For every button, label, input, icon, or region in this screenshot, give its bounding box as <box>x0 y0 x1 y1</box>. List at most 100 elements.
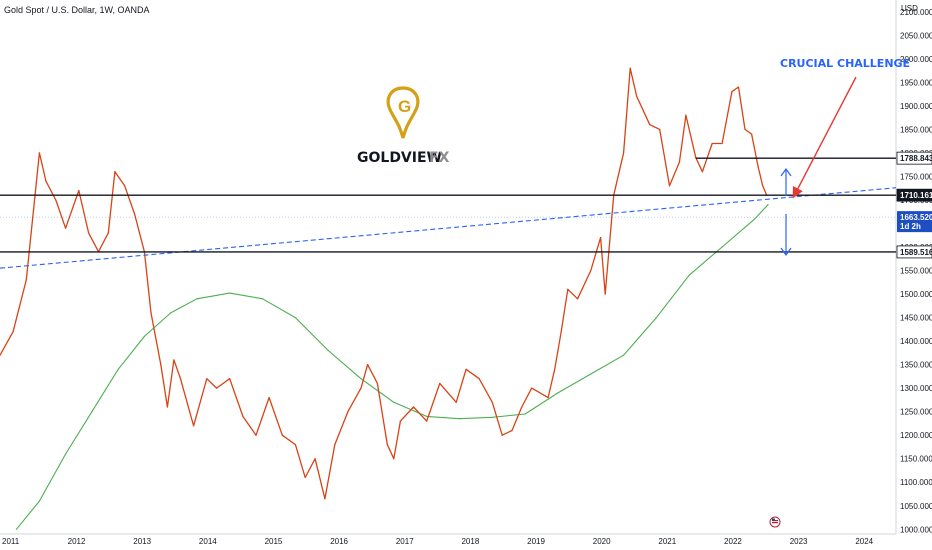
current-price-tag <box>897 211 932 233</box>
moving-average-point <box>393 401 395 403</box>
x-tick-label: 2011 <box>2 537 20 546</box>
price-point <box>685 114 687 116</box>
y-tick-label: 1450.000 <box>900 314 932 323</box>
moving-average-point <box>622 354 625 356</box>
moving-average-point <box>458 418 461 420</box>
price-point <box>314 458 316 460</box>
moving-average-series <box>15 204 769 530</box>
price-point <box>560 331 562 333</box>
level-price-tag-label: 1710.161 <box>900 191 932 200</box>
y-tick-label: 1850.000 <box>900 125 932 134</box>
price-point <box>347 411 349 413</box>
price-point <box>133 213 136 215</box>
price-point <box>324 498 326 500</box>
x-tick-label: 2020 <box>593 537 611 546</box>
price-point <box>150 312 152 314</box>
price-point <box>281 434 283 436</box>
y-tick-label: 1400.000 <box>900 337 932 346</box>
price-point <box>114 171 116 173</box>
price-point <box>255 434 257 436</box>
logo-word: GOLDVIEW <box>357 150 442 166</box>
price-point <box>124 185 126 187</box>
pin-icon <box>386 86 420 139</box>
price-point <box>622 152 625 154</box>
x-tick-label: 2017 <box>396 537 414 546</box>
moving-average-point <box>655 316 658 319</box>
moving-average-point <box>65 453 67 455</box>
price-point <box>701 171 703 173</box>
price-point <box>65 227 67 229</box>
level-price-tag <box>896 188 932 202</box>
price-point <box>501 434 503 436</box>
y-tick-label: 1550.000 <box>900 267 932 276</box>
current-price-countdown: 1d 2h <box>900 222 921 231</box>
time-axis[interactable]: 2011 2012 2013 2014 2015 2016 2017 2018 2019 2020… <box>2 537 874 546</box>
price-point <box>166 406 168 408</box>
price-point <box>160 364 162 366</box>
price-point <box>604 293 606 295</box>
price-point <box>668 185 671 187</box>
x-tick-label: 2016 <box>330 537 348 546</box>
price-point <box>304 476 306 479</box>
moving-average-point <box>557 392 559 394</box>
crucial-challenge-arrow[interactable] <box>792 76 857 199</box>
crucial-challenge-label[interactable]: CRUCIAL CHALLENGE <box>780 57 910 70</box>
level-price-tag-label: 1788.843 <box>900 154 932 163</box>
price-point <box>38 152 40 154</box>
y-tick-label: 1300.000 <box>900 384 932 393</box>
y-tick-label: 1000.000 <box>900 525 932 534</box>
price-point <box>744 128 746 130</box>
price-point <box>511 429 513 432</box>
y-tick-label: 1200.000 <box>900 431 932 440</box>
economic-event-icon[interactable] <box>769 516 781 528</box>
y-tick-label: 1750.000 <box>900 172 932 181</box>
price-point <box>12 331 14 333</box>
chart-title: Gold Spot / U.S. Dollar, 1W, OANDA <box>4 5 150 15</box>
price-point <box>678 161 680 163</box>
price-point <box>78 189 80 192</box>
price-series <box>0 67 768 500</box>
price-point <box>88 232 90 234</box>
logo-suffix: FX <box>429 150 450 166</box>
moving-average-line <box>15 204 769 530</box>
price-point <box>386 444 388 446</box>
x-tick-label: 2012 <box>68 537 86 546</box>
goldview-logo: G <box>386 86 420 139</box>
logo-letter: G <box>398 97 411 116</box>
level-price-tag-label: 1589.516 <box>900 248 932 257</box>
y-tick-label: 1900.000 <box>900 102 932 111</box>
price-point <box>636 95 638 98</box>
moving-average-point <box>524 413 526 415</box>
y-tick-label: 1050.000 <box>900 502 932 511</box>
moving-average-point <box>754 218 756 220</box>
price-point <box>55 199 57 201</box>
price-point <box>659 128 661 130</box>
range-arrow[interactable] <box>780 167 792 257</box>
price-point <box>649 124 651 126</box>
x-tick-label: 2015 <box>265 537 283 546</box>
price-point <box>229 378 231 380</box>
price-point <box>268 396 270 399</box>
moving-average-point <box>767 204 769 206</box>
moving-average-point <box>721 246 723 248</box>
trendline-group[interactable] <box>0 187 897 269</box>
moving-average-point <box>590 373 592 375</box>
price-point <box>721 142 723 145</box>
price-point <box>412 406 415 408</box>
price-point <box>206 378 208 380</box>
moving-average-point <box>261 298 264 300</box>
dashed-trendline <box>0 187 897 269</box>
x-tick-label: 2024 <box>855 537 873 546</box>
current-price-tag-label: 1663.520 <box>900 213 932 222</box>
x-tick-label: 2014 <box>199 537 217 546</box>
price-point <box>590 269 592 272</box>
moving-average-point <box>426 415 428 417</box>
price-point <box>393 458 395 460</box>
price-axis[interactable]: 2100.000 2050.000 2000.000 1950.000 1900.000… <box>900 8 932 535</box>
price-point <box>554 368 556 370</box>
price-point <box>629 67 631 69</box>
price-point <box>491 401 493 403</box>
horizontal-levels[interactable] <box>0 157 896 253</box>
